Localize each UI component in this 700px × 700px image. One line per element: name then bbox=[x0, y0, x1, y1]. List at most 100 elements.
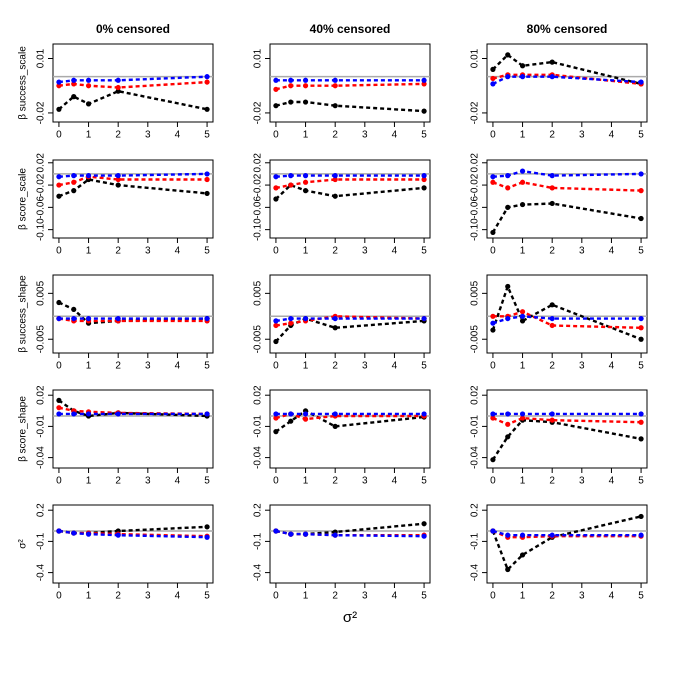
data-point bbox=[288, 320, 294, 326]
data-point bbox=[638, 419, 644, 425]
x-tick-label: 2 bbox=[549, 476, 555, 487]
data-point bbox=[302, 173, 309, 179]
data-point bbox=[288, 411, 294, 417]
data-point bbox=[56, 411, 62, 417]
x-tick-label: 1 bbox=[520, 591, 526, 602]
data-point bbox=[56, 83, 62, 89]
data-point bbox=[204, 315, 210, 322]
series-line bbox=[275, 100, 425, 113]
data-point bbox=[490, 81, 496, 87]
x-tick-label: 0 bbox=[490, 246, 496, 257]
x-tick-label: 5 bbox=[204, 130, 210, 141]
y-tick-label: -0.005 bbox=[470, 325, 481, 354]
x-tick-label: 3 bbox=[579, 591, 585, 602]
x-tick-label: 5 bbox=[204, 246, 210, 257]
data-point bbox=[115, 88, 121, 94]
data-point bbox=[332, 423, 338, 429]
x-tick-label: 0 bbox=[273, 361, 279, 372]
data-point bbox=[288, 531, 294, 537]
y-tick-label: -0.06 bbox=[36, 196, 47, 219]
x-tick-label: 2 bbox=[115, 361, 121, 372]
data-point bbox=[85, 411, 92, 417]
x-tick-label: 0 bbox=[490, 476, 496, 487]
x-tick-label: 2 bbox=[549, 591, 555, 602]
x-tick-label: 1 bbox=[303, 246, 309, 257]
x-tick-label: 5 bbox=[421, 361, 427, 372]
x-tick-label: 1 bbox=[303, 361, 309, 372]
data-point bbox=[115, 84, 121, 91]
data-point bbox=[115, 173, 121, 179]
data-point bbox=[421, 77, 427, 83]
x-tick-label: 5 bbox=[421, 246, 427, 257]
x-tick-label: 5 bbox=[421, 476, 427, 487]
x-tick-label: 0 bbox=[490, 591, 496, 602]
series-line bbox=[492, 315, 642, 325]
data-point bbox=[115, 176, 121, 183]
data-point bbox=[288, 77, 294, 83]
data-point bbox=[505, 421, 511, 427]
data-point bbox=[549, 322, 555, 329]
y-tick-label: -0.4 bbox=[36, 564, 47, 582]
series-line bbox=[58, 75, 208, 84]
x-tick-label: 4 bbox=[392, 246, 398, 257]
data-point bbox=[490, 411, 496, 417]
data-point bbox=[505, 315, 511, 322]
data-point bbox=[519, 201, 526, 208]
x-tick-label: 2 bbox=[332, 591, 338, 602]
data-point bbox=[505, 566, 511, 573]
x-tick-label: 2 bbox=[549, 361, 555, 372]
x-tick-label: 3 bbox=[579, 246, 585, 257]
data-point bbox=[332, 315, 338, 322]
data-point bbox=[549, 315, 555, 322]
data-point bbox=[56, 182, 62, 188]
x-tick-label: 0 bbox=[273, 130, 279, 141]
y-tick-label: 0.005 bbox=[470, 280, 481, 305]
data-point bbox=[332, 325, 338, 331]
data-point bbox=[519, 532, 526, 538]
y-tick-label: -0.01 bbox=[36, 415, 47, 438]
data-point bbox=[490, 415, 496, 421]
y-tick-label: 0.02 bbox=[253, 385, 264, 405]
y-tick-label: 0.005 bbox=[36, 280, 47, 305]
x-tick-label: 4 bbox=[609, 246, 615, 257]
x-tick-label: 4 bbox=[609, 130, 615, 141]
data-point bbox=[71, 81, 77, 87]
x-tick-label: 4 bbox=[175, 246, 181, 257]
x-tick-label: 4 bbox=[175, 476, 181, 487]
y-tick-label: 0.02 bbox=[470, 385, 481, 405]
data-point bbox=[638, 325, 644, 331]
data-point bbox=[288, 83, 294, 89]
data-point bbox=[638, 188, 644, 194]
data-point bbox=[302, 315, 309, 322]
y-tick-label: -0.02 bbox=[253, 101, 264, 124]
x-tick-label: 4 bbox=[175, 130, 181, 141]
data-point bbox=[273, 415, 279, 421]
data-point bbox=[332, 83, 338, 89]
y-tick-label: -0.02 bbox=[36, 173, 47, 196]
x-tick-label: 3 bbox=[362, 246, 368, 257]
data-point bbox=[273, 196, 279, 202]
plot-frame bbox=[486, 389, 648, 469]
y-axis-label: σ² bbox=[18, 539, 29, 549]
series-line bbox=[275, 82, 425, 91]
data-point bbox=[519, 63, 526, 69]
data-point bbox=[490, 313, 496, 319]
data-point bbox=[85, 101, 92, 107]
data-point bbox=[638, 315, 644, 322]
data-point bbox=[85, 83, 92, 89]
x-tick-label: 1 bbox=[303, 591, 309, 602]
data-point bbox=[288, 418, 294, 424]
data-point bbox=[204, 176, 210, 183]
x-tick-label: 3 bbox=[145, 476, 151, 487]
y-tick-label: 0.01 bbox=[470, 48, 481, 68]
x-tick-label: 4 bbox=[392, 591, 398, 602]
y-tick-label: -0.10 bbox=[36, 218, 47, 241]
x-tick-label: 1 bbox=[520, 361, 526, 372]
data-point bbox=[302, 188, 309, 194]
x-tick-label: 2 bbox=[332, 361, 338, 372]
data-point bbox=[273, 411, 279, 417]
series-line bbox=[275, 183, 425, 200]
x-tick-label: 3 bbox=[362, 361, 368, 372]
y-tick-label: 0.02 bbox=[36, 153, 47, 173]
data-point bbox=[638, 171, 644, 177]
